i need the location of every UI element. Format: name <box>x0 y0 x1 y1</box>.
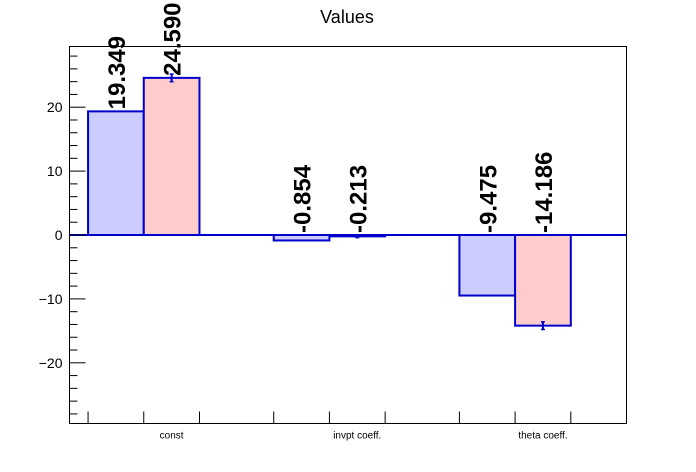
data-label: 19.349 <box>104 36 131 109</box>
y-tick-label: −10 <box>39 291 63 307</box>
data-label: 24.590 <box>160 2 187 75</box>
data-label: -9.475 <box>475 165 502 233</box>
y-tick-label: 0 <box>55 227 63 243</box>
data-label: -0.854 <box>290 164 317 233</box>
bar-theta-coeff--1 <box>458 234 517 297</box>
bar-theta-coeff--2 <box>514 234 572 327</box>
chart-title: Values <box>320 7 374 27</box>
y-tick-label: 10 <box>47 163 63 179</box>
category-label: const <box>160 431 184 442</box>
category-label: invpt coeff. <box>333 431 381 442</box>
labels-layer: 19.349 -0.854 -9.475 24.590 -0.213 -14.186 −20… <box>39 2 568 441</box>
axis-ticks <box>69 55 572 424</box>
y-tick-label: 20 <box>47 99 63 115</box>
bar-const-1 <box>87 110 145 236</box>
category-label: theta coeff. <box>518 431 567 442</box>
bars-layer <box>69 73 627 331</box>
bar-const-2 <box>142 76 201 236</box>
data-label: -14.186 <box>531 152 558 233</box>
data-label: -0.213 <box>345 165 372 233</box>
y-tick-label: −20 <box>39 355 63 371</box>
